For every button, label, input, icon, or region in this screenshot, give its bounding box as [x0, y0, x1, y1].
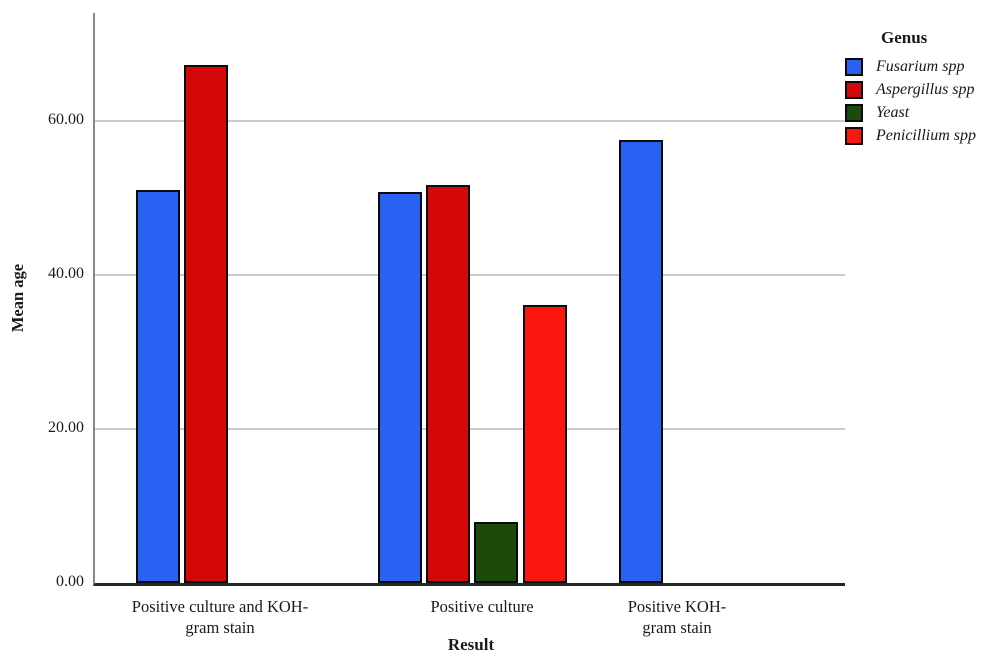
bar-slot: [714, 13, 762, 583]
plot-area: [93, 13, 845, 586]
legend-label: Aspergillus spp: [876, 80, 975, 98]
legend-item: Aspergillus spp: [845, 80, 976, 99]
legend-item: Fusarium spp: [845, 57, 976, 76]
y-tick-label: 0.00: [56, 573, 84, 590]
bar: [522, 304, 567, 583]
y-tick-label: 20.00: [48, 418, 84, 436]
legend-swatch: [845, 103, 863, 122]
legend-swatch: [845, 57, 863, 76]
legend-label: Yeast: [876, 103, 910, 121]
bar-cluster: [376, 13, 569, 583]
gridline: [95, 273, 845, 276]
bar: [136, 190, 181, 583]
legend-swatch: [845, 80, 863, 99]
bar: [474, 522, 519, 583]
bar-slot: [231, 13, 279, 583]
bar-slot: [762, 13, 810, 583]
legend-label: Fusarium spp: [876, 57, 965, 75]
bar-slot: [617, 13, 665, 583]
y-axis-title: Mean age: [8, 263, 27, 333]
bar-cluster: [134, 13, 327, 583]
bar-slot: [134, 13, 182, 583]
bar-slot: [279, 13, 327, 583]
legend-item: Penicillium spp: [845, 126, 976, 145]
category-label: Positive culture: [430, 597, 534, 616]
gridline: [95, 119, 845, 122]
category-label: Positive culture and KOH-gram stain: [131, 597, 309, 638]
bar-cluster: [617, 13, 810, 583]
bar-slot: [182, 13, 230, 583]
legend-item: Yeast: [845, 103, 976, 122]
bar-slot: [472, 13, 520, 583]
bar-slot: [376, 13, 424, 583]
y-tick-label: 60.00: [48, 110, 84, 128]
x-axis-title: Result: [447, 635, 495, 654]
bar: [377, 191, 422, 583]
bar: [184, 64, 229, 583]
bar: [425, 184, 470, 583]
y-tick-label: 40.00: [48, 264, 84, 282]
legend: Genus Fusarium spp Aspergillus spp Yeast Pe…: [845, 28, 976, 149]
legend-label: Penicillium spp: [876, 126, 976, 144]
bar-slot: [424, 13, 472, 583]
legend-title: Genus: [881, 28, 928, 47]
gridline: [95, 427, 845, 430]
legend-swatch: [845, 126, 863, 145]
bar: [619, 140, 664, 583]
category-label: Positive KOH-gram stain: [627, 597, 727, 638]
bar-slot: [520, 13, 568, 583]
bar-slot: [665, 13, 713, 583]
